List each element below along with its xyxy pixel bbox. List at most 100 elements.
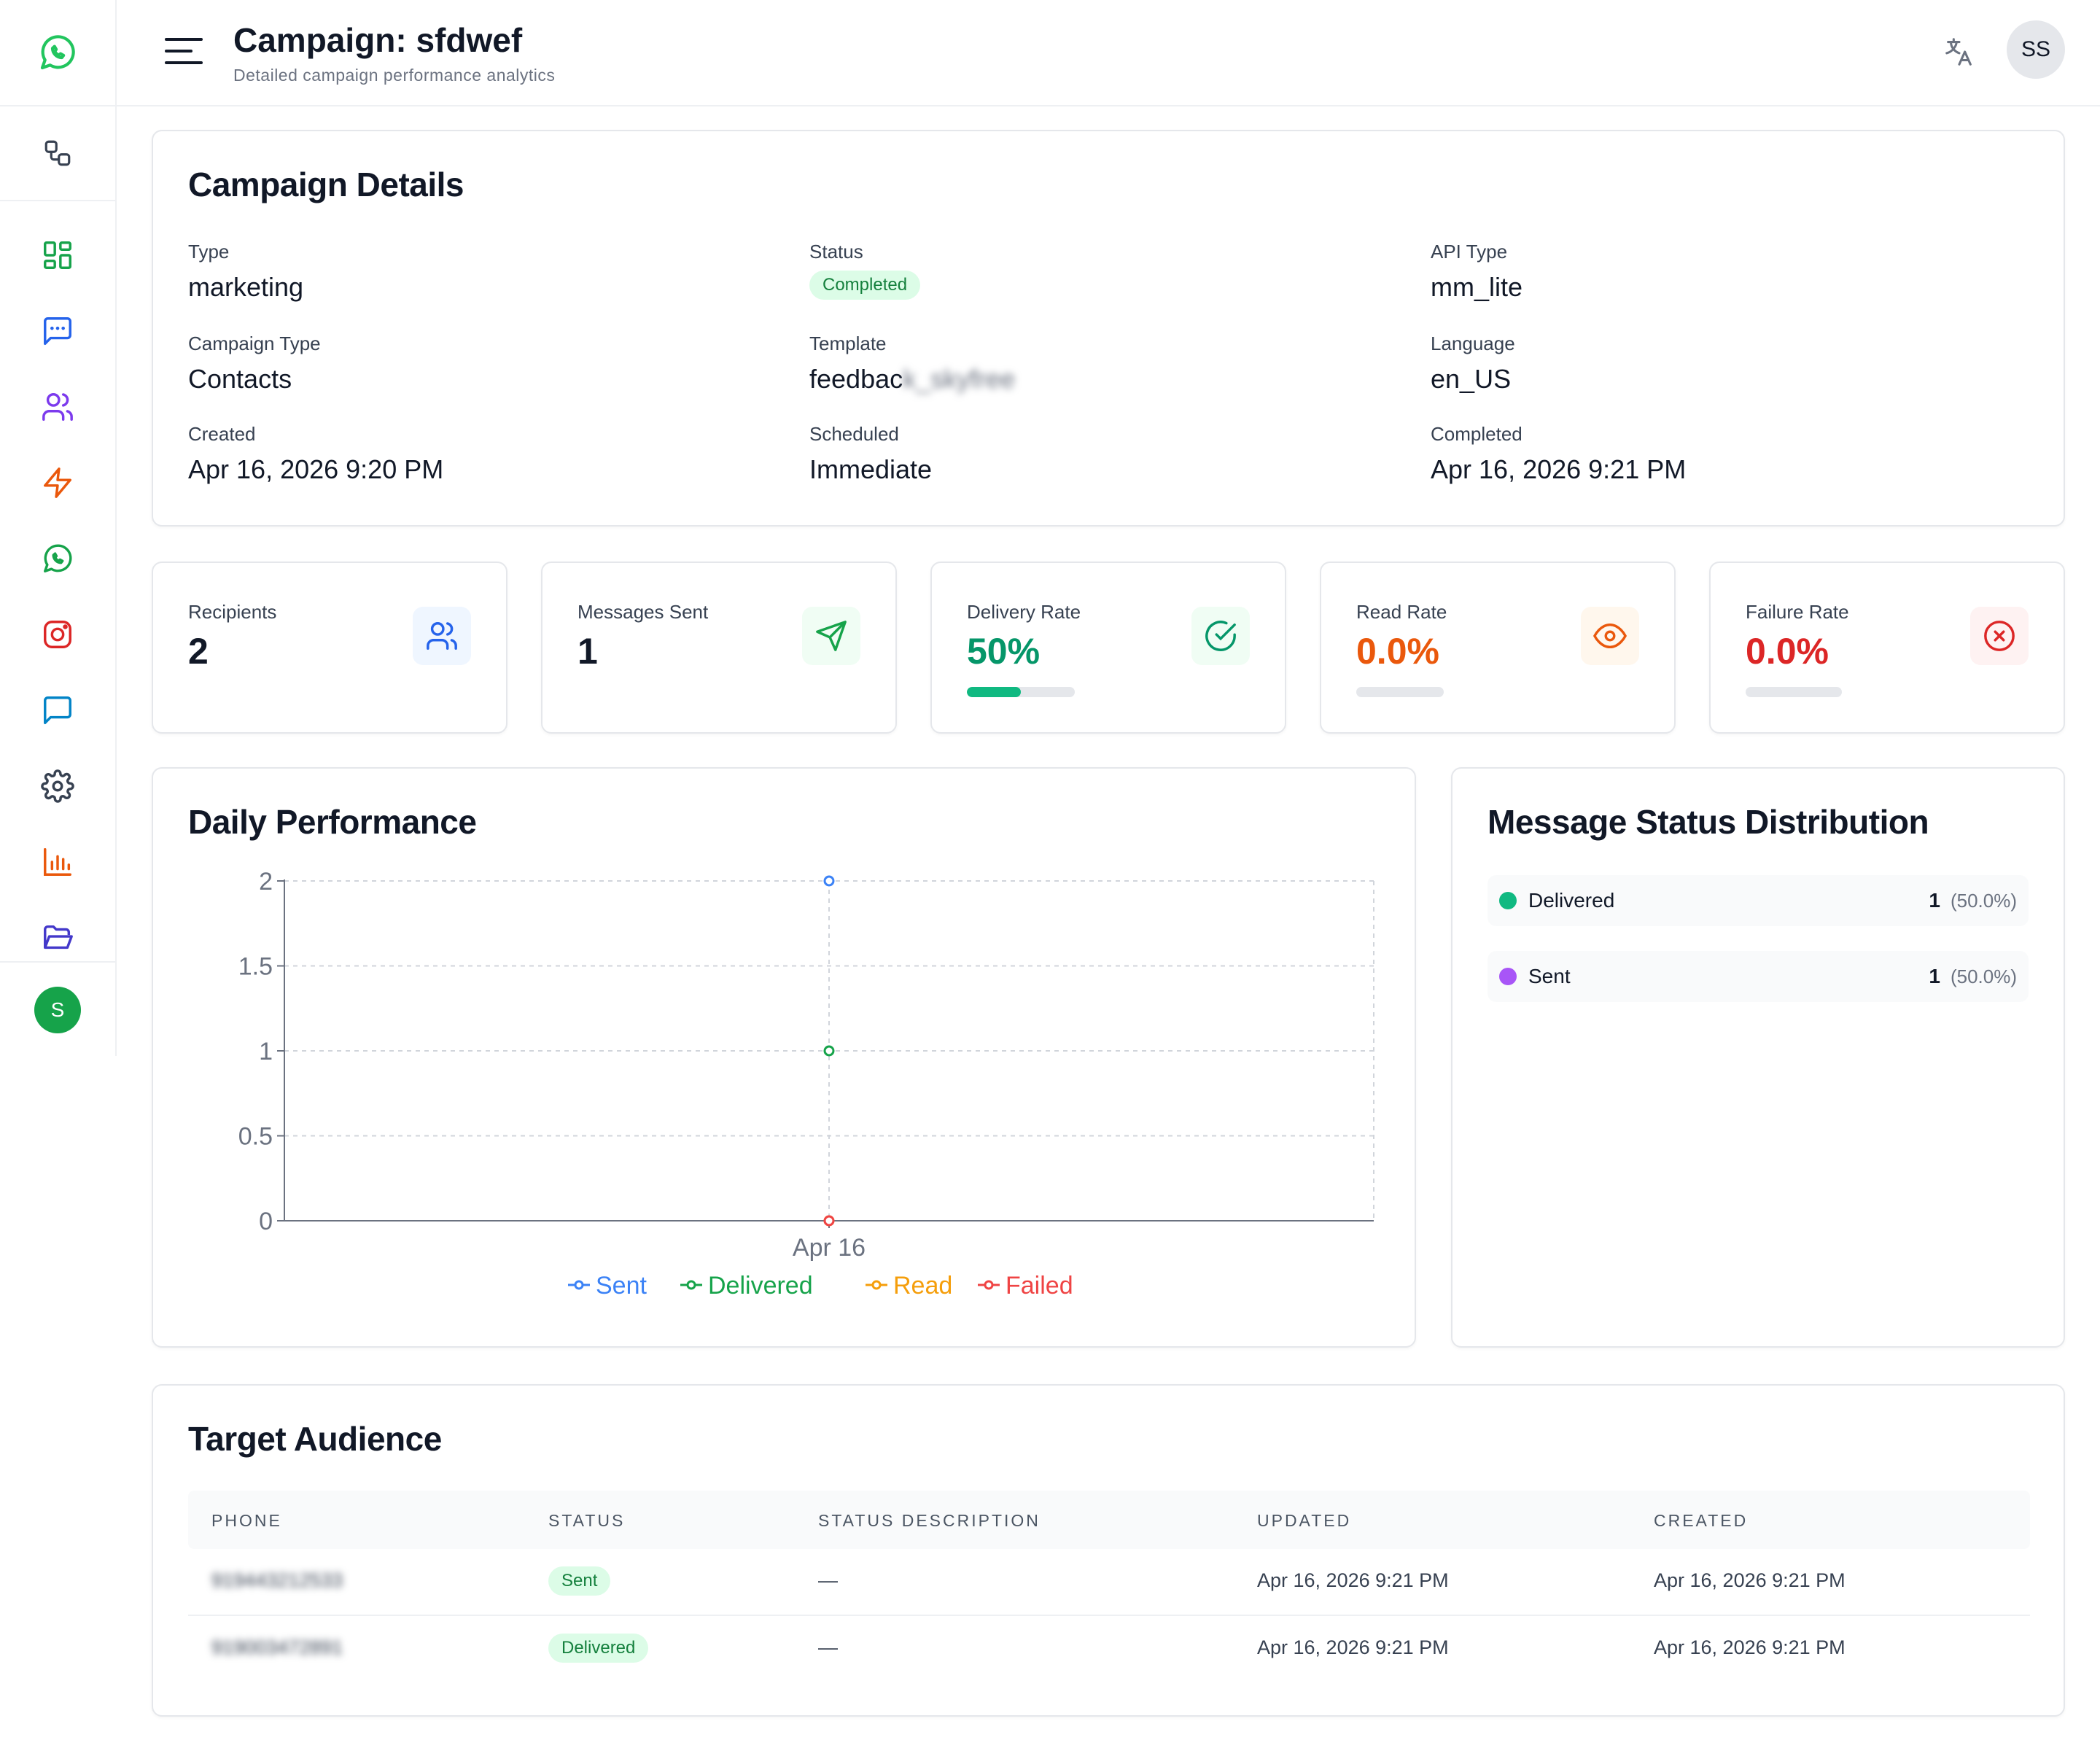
menu-toggle-button[interactable] [165, 35, 203, 67]
status-distribution-card: Message Status Distribution Delivered 1 … [1451, 767, 2065, 1348]
campaign-details-card: Campaign Details Type marketing Status C… [152, 130, 2065, 527]
sidebar-footer: S [0, 961, 115, 1057]
detail-value: feedback_skyfree [809, 364, 1015, 395]
detail-type: Type marketing [188, 241, 303, 303]
detail-campaign-type: Campaign Type Contacts [188, 333, 321, 395]
detail-created: Created Apr 16, 2026 9:20 PM [188, 423, 443, 485]
sidebar-item-messages[interactable] [0, 293, 115, 369]
status-badge: Delivered [548, 1634, 649, 1663]
status-description-cell: — [818, 1569, 838, 1591]
stat-label: Messages Sent [578, 601, 709, 623]
x-tick-label: Apr 16 [793, 1234, 866, 1262]
sidebar-item-contacts[interactable] [0, 369, 115, 445]
message-square-icon [44, 317, 71, 345]
detail-value: en_US [1431, 364, 1512, 394]
x-circle-icon [1984, 621, 2015, 651]
send-icon [816, 621, 847, 651]
daily-performance-title: Daily Performance [188, 803, 477, 841]
failure-progress-bar [1746, 687, 1842, 697]
target-audience-card: Target Audience PHONE STATUS STATUS DESC… [152, 1384, 2065, 1717]
distribution-percent: (50.0%) [1950, 965, 2017, 987]
detail-value: marketing [188, 272, 304, 302]
target-audience-title: Target Audience [188, 1420, 442, 1458]
workspace-switcher[interactable] [0, 106, 115, 201]
phone-cell: 919443212533 [211, 1569, 343, 1591]
audience-table: PHONE STATUS STATUS DESCRIPTION UPDATED … [188, 1491, 2030, 1682]
detail-scheduled: Scheduled Immediate [809, 423, 932, 485]
stat-value: 0.0% [1356, 631, 1439, 672]
data-point-delivered [823, 1045, 835, 1057]
column-header-updated[interactable]: UPDATED [1257, 1511, 1352, 1530]
column-header-status[interactable]: STATUS [548, 1511, 626, 1530]
detail-label: Scheduled [809, 423, 899, 445]
stat-icon-box [413, 607, 471, 665]
workflow-icon [44, 140, 71, 166]
detail-api-type: API Type mm_lite [1431, 241, 1522, 303]
stat-card-recipients: Recipients 2 [152, 562, 508, 734]
stat-card-messages-sent: Messages Sent 1 [541, 562, 897, 734]
template-name: feedbac [809, 364, 903, 394]
detail-label: API Type [1431, 241, 1508, 263]
detail-status: Status Completed [809, 241, 921, 300]
sidebar-item-instagram[interactable] [0, 597, 115, 672]
detail-value: Apr 16, 2026 9:20 PM [188, 454, 444, 484]
stat-label: Recipients [188, 601, 277, 623]
check-circle-icon [1205, 621, 1236, 651]
detail-label: Completed [1431, 423, 1522, 445]
stat-card-read-rate: Read Rate 0.0% [1320, 562, 1676, 734]
stat-icon-box [1970, 607, 2029, 665]
table-row[interactable]: 919443212533 Sent — Apr 16, 2026 9:21 PM… [188, 1549, 2030, 1616]
chat-bubble-icon [44, 696, 71, 724]
sidebar-item-dashboard[interactable] [0, 217, 115, 293]
page-subtitle: Detailed campaign performance analytics [233, 66, 556, 85]
data-point-failed [823, 1215, 835, 1227]
stat-label: Failure Rate [1746, 601, 1849, 623]
sidebar-item-files[interactable] [0, 900, 115, 976]
read-progress-bar [1356, 687, 1444, 697]
sidebar-item-chat[interactable] [0, 672, 115, 748]
brand-logo[interactable] [0, 0, 115, 106]
legend-label: Sent [596, 1272, 647, 1300]
sidebar-item-whatsapp[interactable] [0, 521, 115, 597]
user-avatar[interactable]: SS [2007, 20, 2065, 79]
detail-value: Apr 16, 2026 9:21 PM [1431, 454, 1687, 484]
updated-cell: Apr 16, 2026 9:21 PM [1257, 1636, 1449, 1658]
progress-fill [967, 687, 1021, 697]
stat-value: 1 [578, 631, 598, 672]
legend-label: Read [893, 1272, 952, 1300]
column-header-created[interactable]: CREATED [1654, 1511, 1749, 1530]
column-header-phone[interactable]: PHONE [211, 1511, 282, 1530]
stat-icon-box [1581, 607, 1639, 665]
legend-label: Delivered [708, 1272, 813, 1300]
status-dot [1499, 892, 1517, 909]
sidebar-item-automation[interactable] [0, 445, 115, 521]
sidebar-item-settings[interactable] [0, 748, 115, 824]
stat-label: Delivery Rate [967, 601, 1081, 623]
y-tick-label: 0.5 [238, 1123, 273, 1151]
sidebar-item-analytics[interactable] [0, 824, 115, 900]
detail-label: Campaign Type [188, 333, 321, 354]
table-header: PHONE STATUS STATUS DESCRIPTION UPDATED … [188, 1491, 2030, 1549]
distribution-count: 1 [1929, 965, 1940, 987]
stat-value: 2 [188, 631, 209, 672]
distribution-count: 1 [1929, 889, 1940, 912]
y-tick-label: 1.5 [238, 953, 273, 981]
stat-label: Read Rate [1356, 601, 1447, 623]
y-tick-label: 2 [259, 868, 273, 896]
detail-completed: Completed Apr 16, 2026 9:21 PM [1431, 423, 1686, 485]
top-header: Campaign: sfdwef Detailed campaign perfo… [117, 0, 2100, 106]
sidebar-user-avatar[interactable]: S [34, 987, 81, 1033]
legend-label: Failed [1006, 1272, 1073, 1300]
detail-label: Template [809, 333, 887, 354]
legend-marker [574, 1280, 584, 1290]
whatsapp-logo-icon [40, 35, 75, 70]
detail-label: Type [188, 241, 230, 263]
column-header-status-description[interactable]: STATUS DESCRIPTION [818, 1511, 1041, 1530]
translate-icon[interactable] [1942, 35, 1976, 69]
legend-marker [871, 1280, 882, 1290]
status-distribution-title: Message Status Distribution [1488, 803, 1929, 841]
stat-icon-box [1191, 607, 1250, 665]
users-icon [427, 622, 457, 650]
dashboard-icon [44, 241, 71, 269]
table-row[interactable]: 919003472891 Delivered — Apr 16, 2026 9:… [188, 1616, 2030, 1682]
